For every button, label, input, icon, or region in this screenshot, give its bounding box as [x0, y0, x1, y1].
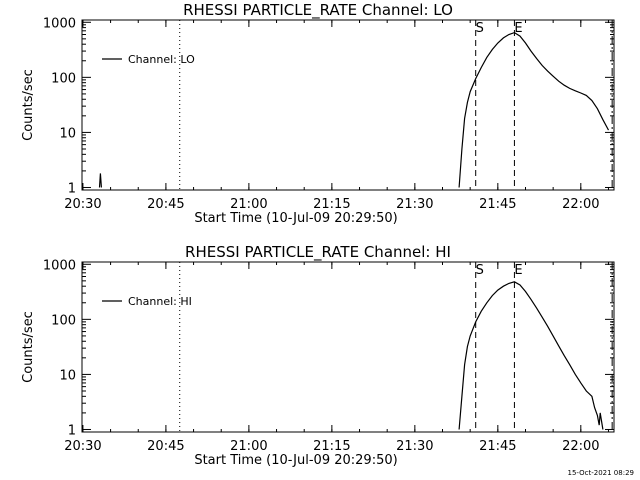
x-tick-label: 20:45: [147, 197, 184, 212]
x-tick-label: 21:30: [396, 197, 433, 212]
marker-label: S: [476, 21, 484, 36]
series-line-1: [98, 31, 610, 188]
y-tick-label: 100: [51, 71, 76, 86]
y-axis-label: Counts/sec: [21, 69, 36, 141]
chart-panel-1: RHESSI PARTICLE_RATE Channel: LO 20:30 20:…: [21, 1, 615, 226]
x-tick-label: 22:00: [562, 197, 599, 212]
y-axis-label: Counts/sec: [21, 311, 36, 383]
y-tick-label: 10: [59, 126, 76, 141]
chart-panel-2: RHESSI PARTICLE_RATE Channel: HI 20:30 20:…: [21, 243, 615, 468]
marker-label: E: [514, 21, 522, 36]
x-tick-label: 21:45: [479, 439, 516, 454]
y-tick-label: 1000: [43, 16, 76, 31]
y-tick-label: 100: [51, 313, 76, 328]
plot-frame: [81, 19, 615, 191]
x-tick-label: 21:30: [396, 439, 433, 454]
y-tick-label: 1: [68, 423, 76, 438]
x-tick-label: 21:00: [230, 439, 267, 454]
timestamp-stamp: 15-Oct-2021 08:29: [567, 469, 634, 477]
x-tick-label: 21:00: [230, 197, 267, 212]
chart-title: RHESSI PARTICLE_RATE Channel: HI: [185, 243, 451, 262]
series-line-1: [458, 281, 604, 430]
plot-frame: [81, 261, 615, 433]
x-tick-label: 21:45: [479, 197, 516, 212]
y-tick-label: 10: [59, 368, 76, 383]
marker-label: E: [514, 263, 522, 278]
x-tick-label: 20:45: [147, 439, 184, 454]
y-tick-label: 1000: [43, 258, 76, 273]
x-tick-label: 20:30: [64, 439, 101, 454]
x-axis-label: Start Time (10-Jul-09 20:29:50): [194, 453, 397, 468]
x-tick-label: 21:15: [313, 439, 350, 454]
x-axis-label: Start Time (10-Jul-09 20:29:50): [194, 211, 397, 226]
x-tick-label: 20:30: [64, 197, 101, 212]
y-tick-label: 1: [68, 181, 76, 196]
marker-label: S: [476, 263, 484, 278]
chart-title: RHESSI PARTICLE_RATE Channel: LO: [183, 1, 453, 20]
x-tick-label: 21:15: [313, 197, 350, 212]
legend-label: Channel: HI: [128, 295, 192, 308]
legend-label: Channel: LO: [128, 53, 195, 66]
x-tick-label: 22:00: [562, 439, 599, 454]
